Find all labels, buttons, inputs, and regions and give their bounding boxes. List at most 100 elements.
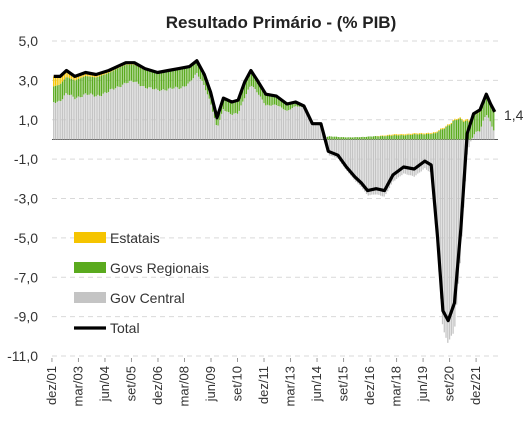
gov-central-bar [364, 139, 366, 192]
govs-regionais-bar [67, 77, 69, 95]
gov-central-bar [441, 139, 444, 325]
gov-central-bar [304, 108, 306, 140]
govs-regionais-bar [471, 118, 474, 138]
gov-central-bar [203, 84, 205, 140]
estatais-bar [440, 128, 442, 130]
govs-regionais-bar [175, 70, 177, 87]
gov-central-bar [213, 117, 216, 140]
gov-central-bar [219, 119, 221, 140]
govs-regionais-bar [162, 72, 164, 90]
gov-central-bar [275, 105, 278, 140]
gov-central-bar [236, 113, 239, 140]
govs-regionais-bar [473, 115, 475, 135]
govs-regionais-bar [116, 68, 118, 87]
estatais-bar [461, 118, 463, 121]
gov-central-bar [349, 139, 352, 176]
govs-regionais-bar [114, 69, 117, 89]
govs-regionais-bar [353, 137, 355, 140]
govs-regionais-bar [291, 103, 293, 109]
govs-regionais-bar [120, 66, 122, 88]
govs-regionais-bar [441, 129, 444, 140]
gov-central-bar [243, 98, 246, 140]
gov-central-bar [118, 86, 120, 140]
gov-central-bar [411, 139, 414, 176]
gov-central-bar [60, 101, 62, 140]
gov-central-bar [316, 124, 318, 140]
govs-regionais-bar [143, 69, 145, 87]
govs-regionais-bar [349, 137, 352, 140]
gov-central-bar [97, 94, 99, 140]
gov-central-bar [319, 125, 322, 140]
govs-regionais-bar [178, 69, 180, 90]
estatais-bar [433, 132, 435, 134]
govs-regionais-bar [160, 72, 163, 91]
x-tick-label: dez/11 [256, 366, 271, 404]
govs-regionais-bar [429, 134, 431, 140]
gov-central-bar [330, 139, 332, 157]
gov-central-bar [136, 81, 138, 140]
gov-central-bar [385, 139, 387, 195]
gov-central-bar [141, 86, 143, 140]
govs-regionais-bar [295, 102, 297, 107]
gov-central-bar [486, 115, 488, 140]
gov-central-bar [420, 139, 422, 172]
gov-central-bar [351, 139, 354, 178]
govs-regionais-bar [226, 100, 228, 112]
govs-regionais-bar [342, 137, 345, 140]
govs-regionais-bar [153, 72, 156, 90]
govs-regionais-bar [144, 70, 147, 89]
govs-regionais-bar [480, 108, 483, 127]
gov-central-bar [353, 139, 355, 180]
govs-regionais-bar [348, 137, 350, 140]
govs-regionais-bar [217, 115, 219, 126]
govs-regionais-bar [457, 119, 460, 140]
gov-central-bar [107, 91, 110, 140]
gov-central-bar [380, 139, 382, 196]
gov-central-bar [477, 131, 479, 140]
govs-regionais-bar [205, 79, 207, 91]
y-tick-label: -7,0 [14, 269, 38, 285]
gov-central-bar [277, 106, 279, 140]
govs-regionais-bar [355, 137, 357, 140]
govs-regionais-bar [123, 65, 126, 83]
gov-central-bar [399, 139, 401, 177]
govs-regionais-bar [459, 118, 461, 140]
govs-regionais-bar [84, 75, 87, 94]
gov-central-bar [194, 74, 196, 140]
estatais-bar [56, 76, 58, 86]
estatais-bar [54, 76, 57, 86]
gov-central-bar [68, 95, 71, 140]
govs-regionais-bar [164, 72, 166, 91]
govs-regionais-bar [258, 83, 260, 95]
gov-central-bar [291, 108, 293, 140]
gov-central-bar [406, 139, 408, 175]
x-tick-label: jun/19 [415, 366, 430, 402]
gov-central-bar [427, 139, 430, 172]
govs-regionais-bar [433, 133, 435, 140]
govs-regionais-bar [263, 92, 265, 104]
gov-central-bar [155, 88, 157, 140]
govs-regionais-bar [256, 80, 258, 93]
govs-regionais-bar [220, 104, 223, 114]
govs-regionais-bar [141, 68, 143, 87]
govs-regionais-bar [70, 78, 73, 95]
govs-regionais-bar [408, 134, 410, 140]
govs-regionais-bar [118, 67, 120, 87]
gov-central-bar [242, 101, 244, 140]
govs-regionais-bar [401, 134, 403, 140]
gov-central-bar [378, 139, 380, 195]
govs-regionais-bar [402, 135, 405, 140]
govs-regionais-bar [344, 137, 346, 140]
gov-central-bar [457, 139, 460, 284]
gov-central-bar [443, 139, 445, 333]
govs-regionais-bar [365, 136, 368, 140]
govs-regionais-bar [243, 83, 246, 99]
govs-regionais-bar [360, 136, 362, 140]
estatais-bar [61, 74, 64, 82]
govs-regionais-bar [265, 95, 267, 106]
gov-central-bar [493, 130, 495, 140]
govs-regionais-bar [208, 89, 210, 99]
gov-central-bar [390, 139, 392, 185]
gov-central-bar [311, 122, 313, 140]
